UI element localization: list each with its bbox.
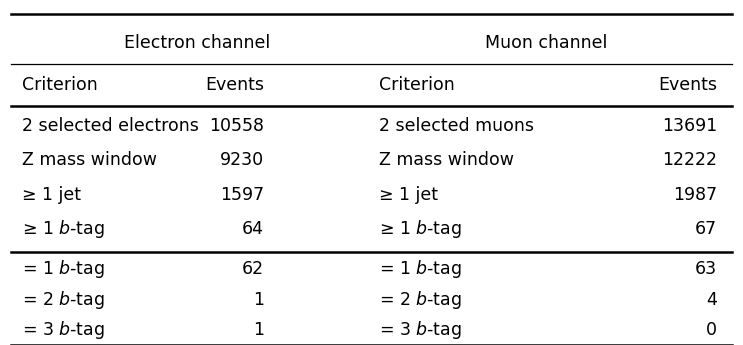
Text: Criterion: Criterion (379, 76, 455, 93)
Text: = 1 $\it{b}$-tag: = 1 $\it{b}$-tag (22, 258, 106, 280)
Text: 10558: 10558 (209, 117, 264, 135)
Text: ≥ 1 $\it{b}$-tag: ≥ 1 $\it{b}$-tag (22, 218, 106, 240)
Text: = 3 $\it{b}$-tag: = 3 $\it{b}$-tag (379, 319, 462, 341)
Text: 4: 4 (706, 291, 717, 309)
Text: 9230: 9230 (220, 151, 264, 169)
Text: 63: 63 (695, 260, 717, 278)
Text: = 3 $\it{b}$-tag: = 3 $\it{b}$-tag (22, 319, 106, 341)
Text: 1: 1 (253, 291, 264, 309)
Text: Criterion: Criterion (22, 76, 98, 93)
Text: 12222: 12222 (662, 151, 717, 169)
Text: 1597: 1597 (220, 186, 264, 204)
Text: Z mass window: Z mass window (22, 151, 158, 169)
Text: Z mass window: Z mass window (379, 151, 514, 169)
Text: 1: 1 (253, 321, 264, 339)
Text: Muon channel: Muon channel (485, 34, 607, 52)
Text: 64: 64 (241, 220, 264, 238)
Text: = 1 $\it{b}$-tag: = 1 $\it{b}$-tag (379, 258, 462, 280)
Text: 2 selected electrons: 2 selected electrons (22, 117, 199, 135)
Text: Electron channel: Electron channel (124, 34, 270, 52)
Text: = 2 $\it{b}$-tag: = 2 $\it{b}$-tag (379, 289, 462, 311)
Text: Events: Events (658, 76, 717, 93)
Text: = 2 $\it{b}$-tag: = 2 $\it{b}$-tag (22, 289, 106, 311)
Text: 2 selected muons: 2 selected muons (379, 117, 534, 135)
Text: ≥ 1 jet: ≥ 1 jet (379, 186, 438, 204)
Text: 0: 0 (706, 321, 717, 339)
Text: Events: Events (205, 76, 264, 93)
Text: 13691: 13691 (662, 117, 717, 135)
Text: 62: 62 (241, 260, 264, 278)
Text: ≥ 1 $\it{b}$-tag: ≥ 1 $\it{b}$-tag (379, 218, 462, 240)
Text: 67: 67 (695, 220, 717, 238)
Text: 1987: 1987 (673, 186, 717, 204)
Text: ≥ 1 jet: ≥ 1 jet (22, 186, 81, 204)
